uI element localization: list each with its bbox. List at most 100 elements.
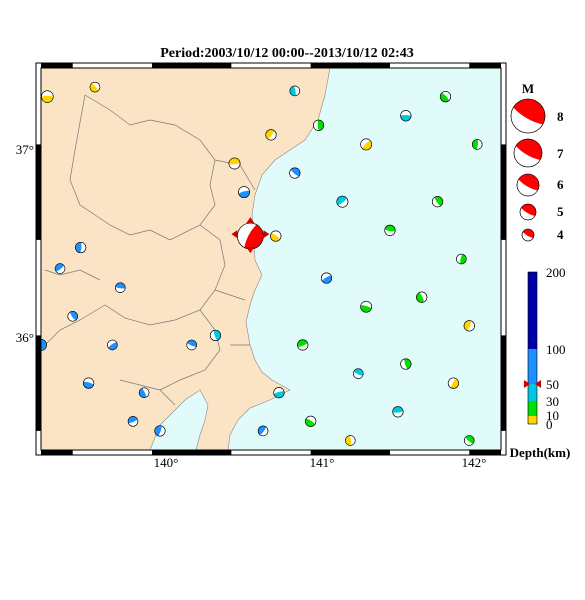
event-mechanism [107, 339, 118, 351]
event-mechanism [297, 339, 309, 351]
event-mechanism [305, 415, 317, 427]
epicenter-marker [231, 230, 238, 239]
frame-segment [469, 450, 501, 455]
depth-label-50: 50 [546, 377, 559, 392]
frame-segment [36, 144, 41, 240]
magnitude-legend: M 8 7 6 5 4 [510, 81, 564, 242]
frame-outline [35, 62, 507, 456]
magnitude-label-4: 4 [557, 227, 564, 242]
event-mechanism [41, 90, 54, 103]
depth-label-10: 10 [546, 408, 559, 423]
event-mechanism [400, 110, 412, 122]
depth-marker-arrow [535, 380, 541, 388]
event-mechanism [439, 91, 452, 103]
event-mechanism [115, 282, 126, 293]
depth-label-0: 0 [546, 417, 553, 432]
frame-segment [501, 144, 506, 240]
tokyo-bay [149, 389, 209, 450]
event-mechanism [464, 435, 475, 446]
prefecture-borders [44, 94, 256, 406]
depth-label-100: 100 [546, 342, 566, 357]
event-mechanism [41, 339, 47, 351]
depth-label-30: 30 [546, 394, 559, 409]
depth-bar-100-200 [528, 272, 537, 349]
event-mechanism [209, 329, 222, 341]
event-mechanism [360, 300, 373, 313]
event-mechanism [336, 195, 349, 208]
depth-bar-10-30 [528, 401, 537, 416]
depth-label-200: 200 [546, 265, 566, 280]
lon-label-140: 140° [154, 455, 179, 470]
frame-segment [36, 335, 41, 431]
depth-bar-30-50 [528, 384, 537, 401]
land-area [41, 68, 331, 450]
main-event-mechanism [237, 222, 264, 250]
magnitude-label-8: 8 [557, 109, 564, 124]
event-mechanism [289, 167, 301, 179]
event-mechanism [127, 416, 139, 427]
event-mechanism [186, 339, 197, 351]
event-mechanism [360, 138, 373, 151]
magnitude-label-5: 5 [557, 204, 564, 219]
frame-segment [41, 63, 73, 68]
event-mechanism [67, 311, 78, 322]
event-mechanism [463, 320, 475, 332]
magnitude-legend-ball [513, 138, 543, 168]
lat-label-37: 37° [16, 142, 34, 157]
event-mechanism [83, 377, 95, 389]
frame-segment [469, 63, 501, 68]
event-mechanism [384, 224, 396, 236]
event-mechanism [352, 368, 364, 379]
magnitude-legend-ball [510, 98, 546, 134]
event-mechanism [456, 253, 467, 265]
axis-labels: 140° 141° 142° 37° 36° [16, 142, 487, 470]
frame-segment [310, 450, 390, 455]
frame-segment [41, 450, 73, 455]
event-mechanism [273, 387, 285, 399]
lon-label-142: 142° [462, 455, 487, 470]
event-mechanism [320, 272, 333, 284]
depth-bar-0-10 [528, 416, 537, 424]
event-mechanism [416, 291, 428, 303]
lat-label-36: 36° [16, 330, 34, 345]
event-mechanism [257, 425, 269, 437]
map-title: Period:2003/10/12 00:00--2013/10/12 02:4… [160, 46, 414, 61]
map-frame [35, 62, 507, 456]
event-mechanism [431, 196, 444, 208]
event-mechanism [265, 129, 277, 141]
event-mechanism [154, 425, 166, 437]
depth-bar-50-100 [528, 349, 537, 384]
event-mechanism [138, 387, 150, 398]
frame-segment [310, 63, 390, 68]
frame-inner [40, 67, 502, 451]
magnitude-legend-title: M [522, 81, 534, 96]
event-mechanism [400, 358, 412, 370]
epicenter-marker [263, 230, 270, 239]
magnitude-label-6: 6 [557, 177, 564, 192]
event-mechanism [392, 406, 404, 418]
frame-segment [152, 450, 232, 455]
event-mechanism [75, 241, 87, 254]
depth-marker-arrow [524, 380, 530, 388]
epicenter-marker [246, 217, 255, 224]
depth-legend: 200 100 50 30 10 0 Depth(km) [510, 265, 571, 460]
frame-segment [152, 63, 232, 68]
event-mechanism [238, 186, 250, 199]
magnitude-legend-ball [521, 228, 535, 242]
frame-segment [501, 335, 506, 431]
depth-marker [524, 380, 541, 388]
magnitude-legend-ball [519, 203, 537, 221]
event-mechanism [345, 435, 356, 446]
event-mechanism [228, 157, 241, 170]
magnitude-legend-ball [516, 173, 540, 197]
magnitude-label-7: 7 [557, 146, 564, 161]
depth-legend-title: Depth(km) [510, 445, 571, 460]
event-mechanism [270, 230, 282, 242]
depth-bar-outline [527, 271, 538, 425]
event-mechanism [289, 85, 301, 97]
epicenter-marker [246, 247, 255, 254]
lon-label-141: 141° [310, 455, 335, 470]
focal-mechanisms [41, 81, 483, 446]
event-mechanism [471, 139, 483, 150]
